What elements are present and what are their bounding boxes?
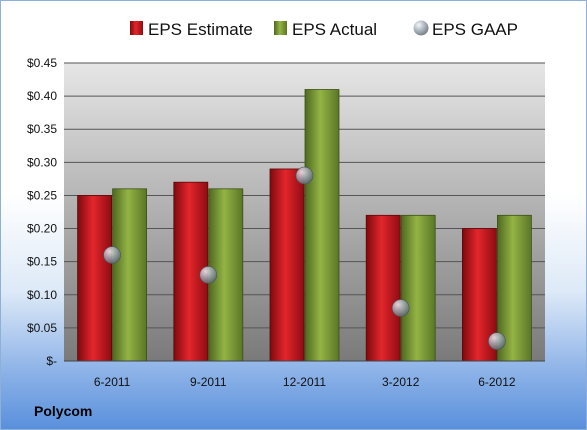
legend-swatch — [274, 21, 287, 35]
marker-eps-gaap — [103, 246, 121, 264]
legend-swatch — [130, 21, 143, 35]
x-tick-label: 12-2011 — [283, 375, 326, 389]
y-tick-label: $0.10 — [27, 288, 57, 302]
y-tick-label: $0.05 — [27, 321, 57, 335]
company-name: Polycom — [34, 403, 93, 419]
legend-label: EPS GAAP — [432, 20, 518, 39]
bar-eps-estimate — [365, 214, 401, 362]
x-tick-label: 6-2012 — [478, 375, 516, 389]
x-tick-label: 6-2011 — [94, 375, 131, 389]
y-tick-label: $0.15 — [27, 255, 57, 269]
bar-eps-actual — [112, 188, 147, 362]
bar-eps-actual — [400, 214, 436, 362]
legend-label: EPS Actual — [292, 20, 377, 39]
y-tick-label: $- — [46, 354, 57, 368]
bar-eps-estimate — [269, 168, 305, 362]
y-tick-label: $0.20 — [27, 222, 57, 236]
marker-eps-gaap — [199, 266, 218, 284]
y-tick-label: $0.25 — [27, 188, 57, 202]
legend: EPS Estimate EPS Actual EPS GAAP — [130, 20, 518, 39]
bar-eps-actual — [304, 89, 340, 362]
y-tick-label: $0.30 — [27, 155, 57, 169]
legend-label: EPS Estimate — [148, 20, 253, 39]
marker-eps-gaap — [488, 332, 506, 350]
legend-swatch — [413, 20, 429, 36]
marker-eps-gaap — [391, 299, 410, 317]
y-tick-label: $0.40 — [27, 89, 57, 103]
x-tick-label: 3-2012 — [382, 375, 420, 389]
bar-eps-estimate — [77, 195, 112, 362]
plot-area: $- $0.05 $0.10 $0.15 $0.20 $0.25 $0.30 $0.35 $0.… — [27, 56, 545, 389]
y-tick-label: $0.45 — [27, 56, 57, 70]
marker-eps-gaap — [295, 166, 314, 185]
y-tick-label: $0.35 — [27, 122, 57, 136]
x-tick-label: 9-2011 — [190, 375, 227, 389]
